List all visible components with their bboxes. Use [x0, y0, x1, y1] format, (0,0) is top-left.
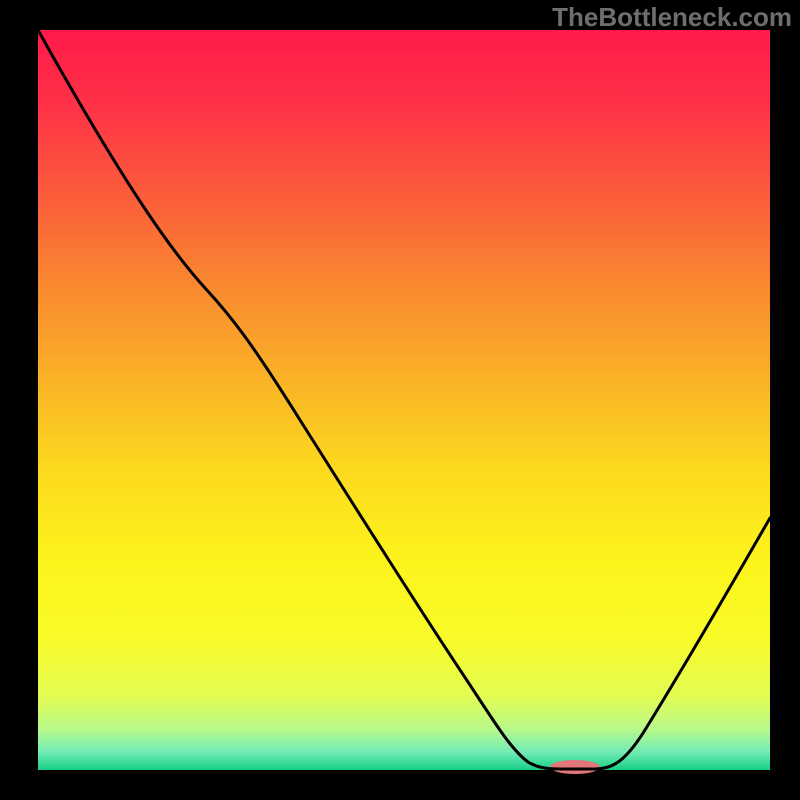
- overlay-svg: [0, 0, 800, 800]
- optimum-marker: [550, 760, 600, 774]
- bottleneck-curve: [38, 30, 770, 769]
- watermark-text: TheBottleneck.com: [552, 2, 792, 33]
